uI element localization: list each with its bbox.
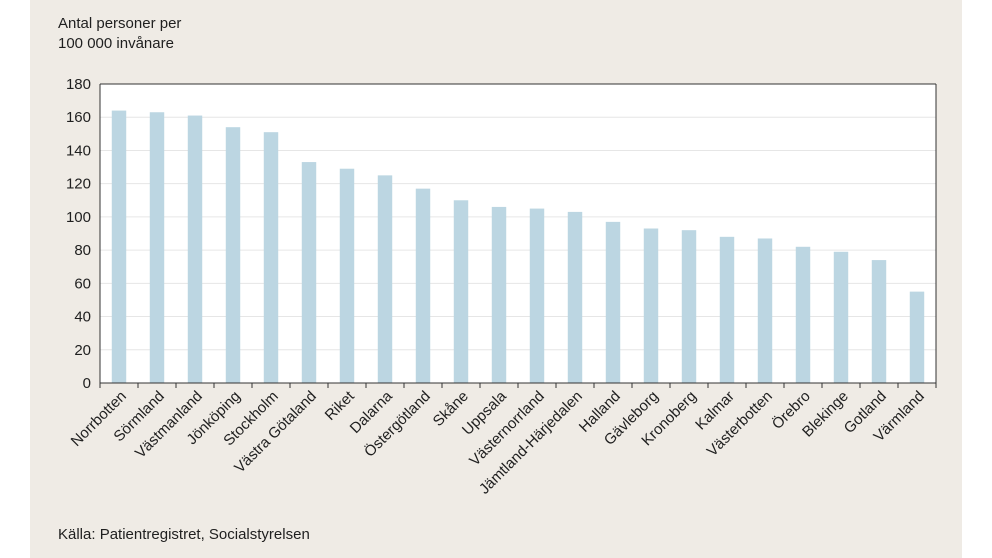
bar-kalmar [719,236,735,383]
bar-riket [339,168,355,383]
bar-halland [605,221,621,383]
bar-norrbotten [111,110,127,384]
y-axis-label-line-2: 100 000 invånare [58,35,174,52]
y-tick-label-180: 180 [66,76,91,93]
bar-västra götaland [301,162,317,383]
bar-jämtland-härjedalen [567,211,583,383]
plot-area [100,84,936,383]
bar-sörmland [149,112,165,383]
y-tick-label-0: 0 [83,375,91,392]
bar-skåne [453,200,469,383]
bar-västernorrland [529,208,545,383]
y-axis-label-line-1: Antal personer per [58,15,182,32]
y-axis-label: Antal personer per 100 000 invånare [58,14,181,54]
bar-örebro [795,246,811,383]
bar-blekinge [833,251,849,383]
bar-gävleborg [643,228,659,383]
y-tick-label-80: 80 [74,242,91,259]
y-tick-label-60: 60 [74,275,91,292]
bar-dalarna [377,175,393,383]
bar-östergötland [415,188,431,383]
y-tick-label-120: 120 [66,176,91,193]
bar-västmanland [187,115,203,384]
bar-värmland [909,291,925,383]
source-note: Källa: Patientregistret, Socialstyrelsen [58,526,310,543]
bar-gotland [871,260,887,383]
bar-jönköping [225,127,241,383]
y-tick-label-160: 160 [66,109,91,126]
y-tick-label-20: 20 [74,342,91,359]
bar-uppsala [491,206,507,383]
bar-stockholm [263,132,279,383]
bar-västerbotten [757,238,773,383]
y-tick-label-100: 100 [66,209,91,226]
y-tick-label-40: 40 [74,309,91,326]
y-tick-label-140: 140 [66,142,91,159]
bar-kronoberg [681,230,697,383]
